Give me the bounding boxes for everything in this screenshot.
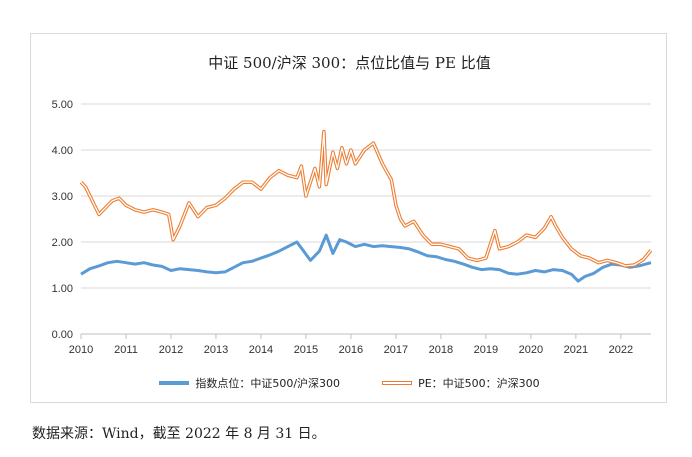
legend-label-index-ratio: 指数点位：中证500/沪深300 bbox=[195, 377, 341, 390]
x-tick-label: 2011 bbox=[114, 344, 138, 356]
x-tick-label: 2010 bbox=[69, 344, 93, 356]
chart-plot-area: 0.001.002.003.004.005.00 2010 2011 2012 201… bbox=[52, 99, 653, 356]
series-lines bbox=[79, 129, 653, 283]
x-axis-ticks: 2010 2011 2012 2013 2014 2015 2016 2017 2018 2019… bbox=[69, 334, 633, 356]
x-tick-label: 2013 bbox=[204, 344, 228, 356]
x-tick-label: 2018 bbox=[429, 344, 453, 356]
y-tick-label: 1.00 bbox=[52, 283, 73, 295]
chart-title: 中证 500/沪深 300：点位比值与 PE 比值 bbox=[208, 54, 491, 72]
chart-frame: 中证 500/沪深 300：点位比值与 PE 比值 0.00 1.00 2.00 3.… bbox=[30, 33, 667, 403]
y-tick-label: 4.00 bbox=[52, 145, 73, 157]
gridlines bbox=[81, 103, 651, 335]
y-tick-label: 3.00 bbox=[52, 191, 73, 203]
legend-swatch-orange bbox=[382, 381, 413, 385]
x-tick-label: 2019 bbox=[474, 344, 498, 356]
source-note: 数据来源：Wind，截至 2022 年 8 月 31 日。 bbox=[32, 426, 326, 442]
x-tick-label: 2014 bbox=[249, 344, 273, 356]
y-tick-label: 5.00 bbox=[52, 99, 73, 111]
series-line-index-ratio bbox=[80, 233, 652, 283]
legend-item-index-ratio: 指数点位：中证500/沪深300 bbox=[159, 375, 340, 391]
y-tick-label: 2.00 bbox=[52, 237, 73, 249]
legend: 指数点位：中证500/沪深300 PE：中证500：沪深300 bbox=[31, 375, 668, 391]
x-tick-label: 2016 bbox=[339, 344, 363, 356]
x-tick-label: 2021 bbox=[564, 344, 588, 356]
x-tick-label: 2012 bbox=[159, 344, 183, 356]
legend-item-pe-ratio: PE：中证500：沪深300 bbox=[382, 375, 540, 391]
legend-swatch-blue bbox=[159, 381, 190, 385]
x-tick-label: 2017 bbox=[384, 344, 408, 356]
x-tick-label: 2020 bbox=[519, 344, 543, 356]
x-tick-label: 2022 bbox=[609, 344, 633, 356]
x-tick-label: 2015 bbox=[294, 344, 318, 356]
y-tick-label: 0.00 bbox=[52, 329, 73, 341]
y-axis-ticks: 0.00 1.00 2.00 3.00 4.00 5.00 bbox=[52, 99, 73, 341]
series-line-pe-ratio-inner bbox=[80, 130, 652, 267]
legend-label-pe-ratio: PE：中证500：沪深300 bbox=[418, 377, 540, 390]
